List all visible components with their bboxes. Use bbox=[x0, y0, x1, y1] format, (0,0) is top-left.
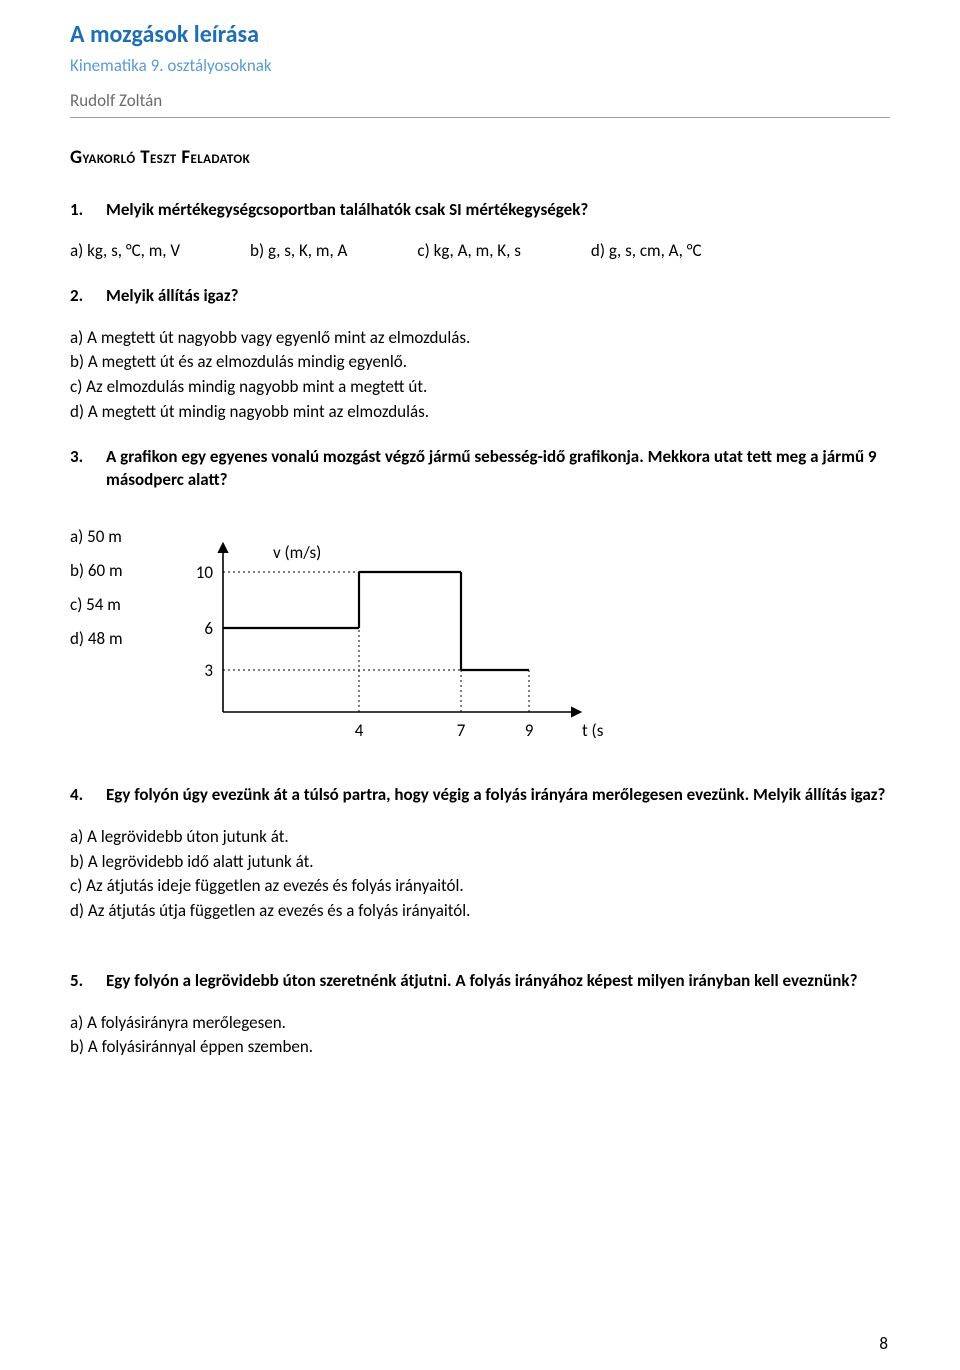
q3-opt-b: b) 60 m bbox=[70, 554, 123, 588]
q2-text: Melyik állítás igaz? bbox=[106, 285, 890, 308]
svg-text:3: 3 bbox=[204, 660, 213, 681]
question-3: 3. A grafikon egy egyenes vonalú mozgást… bbox=[70, 446, 890, 762]
q5-number: 5. bbox=[70, 970, 92, 993]
q4-opt-a: a) A legrövidebb úton jutunk át. bbox=[70, 825, 890, 850]
doc-author: Rudolf Zoltán bbox=[70, 90, 890, 111]
q4-opt-c: c) Az átjutás ideje független az evezés … bbox=[70, 874, 890, 899]
svg-text:v (m/s): v (m/s) bbox=[273, 542, 321, 563]
divider bbox=[70, 117, 890, 118]
doc-title: A mozgások leírása bbox=[70, 20, 890, 49]
q3-chart: 3 6 10 4 7 9 v (m/s) t (s) bbox=[163, 502, 603, 762]
q3-opt-d: d) 48 m bbox=[70, 622, 123, 656]
q5-text: Egy folyón a legrövidebb úton szeretnénk… bbox=[106, 970, 890, 993]
question-4: 4. Egy folyón úgy evezünk át a túlsó par… bbox=[70, 784, 890, 924]
q4-number: 4. bbox=[70, 784, 92, 807]
q1-text: Melyik mértékegységcsoportban találhatók… bbox=[106, 199, 890, 222]
page: A mozgások leírása Kinematika 9. osztály… bbox=[0, 0, 960, 1370]
q1-options: a) kg, s, °C, m, V b) g, s, K, m, A c) k… bbox=[70, 240, 890, 263]
q1-opt-d: d) g, s, cm, A, °C bbox=[591, 240, 702, 263]
svg-text:4: 4 bbox=[354, 720, 363, 741]
page-number: 8 bbox=[879, 1333, 888, 1354]
doc-subtitle: Kinematika 9. osztályosoknak bbox=[70, 55, 890, 76]
q2-opt-b: b) A megtett út és az elmozdulás mindig … bbox=[70, 350, 890, 375]
question-2: 2. Melyik állítás igaz? a) A megtett út … bbox=[70, 285, 890, 425]
q4-opt-d: d) Az átjutás útja független az evezés é… bbox=[70, 899, 890, 924]
q2-opt-c: c) Az elmozdulás mindig nagyobb mint a m… bbox=[70, 375, 890, 400]
svg-text:9: 9 bbox=[524, 720, 533, 741]
q2-opt-a: a) A megtett út nagyobb vagy egyenlő min… bbox=[70, 326, 890, 351]
q5-options: a) A folyásirányra merőlegesen. b) A fol… bbox=[70, 1011, 890, 1060]
q3-opt-a: a) 50 m bbox=[70, 520, 123, 554]
q3-text: A grafikon egy egyenes vonalú mozgást vé… bbox=[106, 446, 890, 492]
q3-opt-c: c) 54 m bbox=[70, 588, 123, 622]
svg-text:6: 6 bbox=[204, 618, 213, 639]
q1-opt-a: a) kg, s, °C, m, V bbox=[70, 240, 180, 263]
q4-text: Egy folyón úgy evezünk át a túlsó partra… bbox=[106, 784, 890, 807]
q2-opt-d: d) A megtett út mindig nagyobb mint az e… bbox=[70, 400, 890, 425]
q3-options: a) 50 m b) 60 m c) 54 m d) 48 m bbox=[70, 520, 123, 656]
q4-opt-b: b) A legrövidebb idő alatt jutunk át. bbox=[70, 850, 890, 875]
svg-text:t (s): t (s) bbox=[582, 720, 603, 741]
svg-text:10: 10 bbox=[195, 562, 213, 583]
q1-opt-c: c) kg, A, m, K, s bbox=[417, 240, 520, 263]
question-1: 1. Melyik mértékegységcsoportban találha… bbox=[70, 199, 890, 263]
q1-opt-b: b) g, s, K, m, A bbox=[250, 240, 347, 263]
q2-options: a) A megtett út nagyobb vagy egyenlő min… bbox=[70, 326, 890, 425]
q5-opt-b: b) A folyásiránnyal éppen szemben. bbox=[70, 1035, 890, 1060]
q2-number: 2. bbox=[70, 285, 92, 308]
q3-number: 3. bbox=[70, 446, 92, 469]
question-5: 5. Egy folyón a legrövidebb úton szeretn… bbox=[70, 970, 890, 1060]
q4-options: a) A legrövidebb úton jutunk át. b) A le… bbox=[70, 825, 890, 924]
section-heading: Gyakorló Teszt Feladatok bbox=[70, 146, 890, 169]
q5-opt-a: a) A folyásirányra merőlegesen. bbox=[70, 1011, 890, 1036]
q3-chart-svg: 3 6 10 4 7 9 v (m/s) t (s) bbox=[163, 502, 603, 762]
q1-number: 1. bbox=[70, 199, 92, 222]
svg-text:7: 7 bbox=[456, 720, 465, 741]
